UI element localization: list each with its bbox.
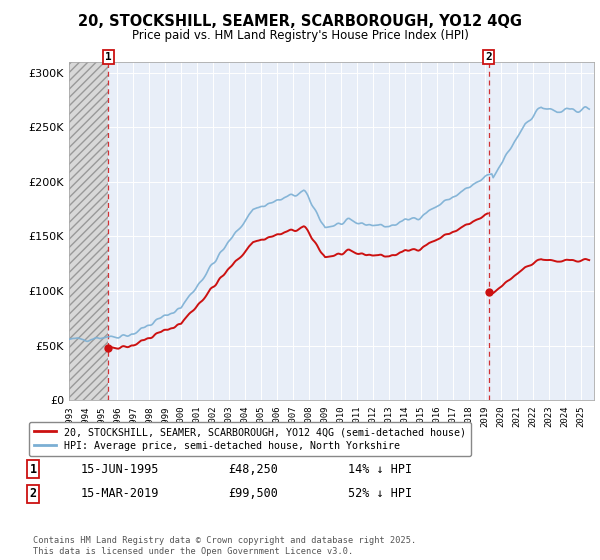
Text: 20, STOCKSHILL, SEAMER, SCARBOROUGH, YO12 4QG: 20, STOCKSHILL, SEAMER, SCARBOROUGH, YO1… [78,14,522,29]
Text: Contains HM Land Registry data © Crown copyright and database right 2025.
This d: Contains HM Land Registry data © Crown c… [33,536,416,556]
Text: £99,500: £99,500 [228,487,278,501]
Text: 1: 1 [29,463,37,476]
Text: 15-JUN-1995: 15-JUN-1995 [81,463,160,476]
Text: 52% ↓ HPI: 52% ↓ HPI [348,487,412,501]
Text: 1: 1 [105,52,112,62]
Text: Price paid vs. HM Land Registry's House Price Index (HPI): Price paid vs. HM Land Registry's House … [131,29,469,42]
Text: 2: 2 [29,487,37,501]
Text: £48,250: £48,250 [228,463,278,476]
Bar [69,62,109,400]
Text: 15-MAR-2019: 15-MAR-2019 [81,487,160,501]
Text: 2: 2 [485,52,492,62]
Text: 14% ↓ HPI: 14% ↓ HPI [348,463,412,476]
Legend: 20, STOCKSHILL, SEAMER, SCARBOROUGH, YO12 4QG (semi-detached house), HPI: Averag: 20, STOCKSHILL, SEAMER, SCARBOROUGH, YO1… [29,422,471,456]
